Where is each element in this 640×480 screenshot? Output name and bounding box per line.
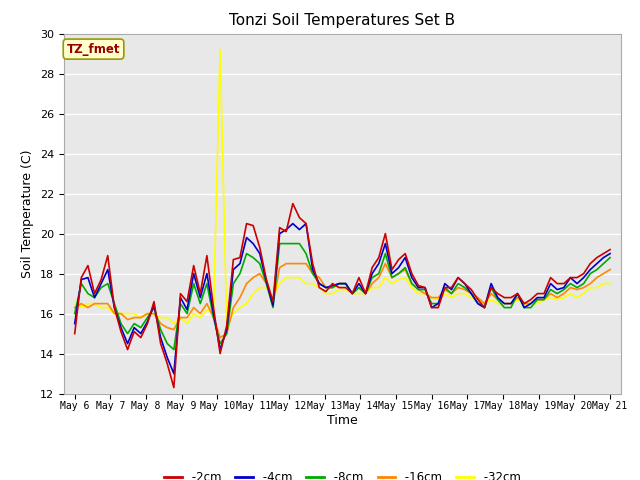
Text: TZ_fmet: TZ_fmet — [67, 43, 120, 56]
X-axis label: Time: Time — [327, 414, 358, 427]
Title: Tonzi Soil Temperatures Set B: Tonzi Soil Temperatures Set B — [229, 13, 456, 28]
Y-axis label: Soil Temperature (C): Soil Temperature (C) — [22, 149, 35, 278]
Legend:  -2cm,  -4cm,  -8cm,  -16cm,  -32cm: -2cm, -4cm, -8cm, -16cm, -32cm — [159, 466, 525, 480]
